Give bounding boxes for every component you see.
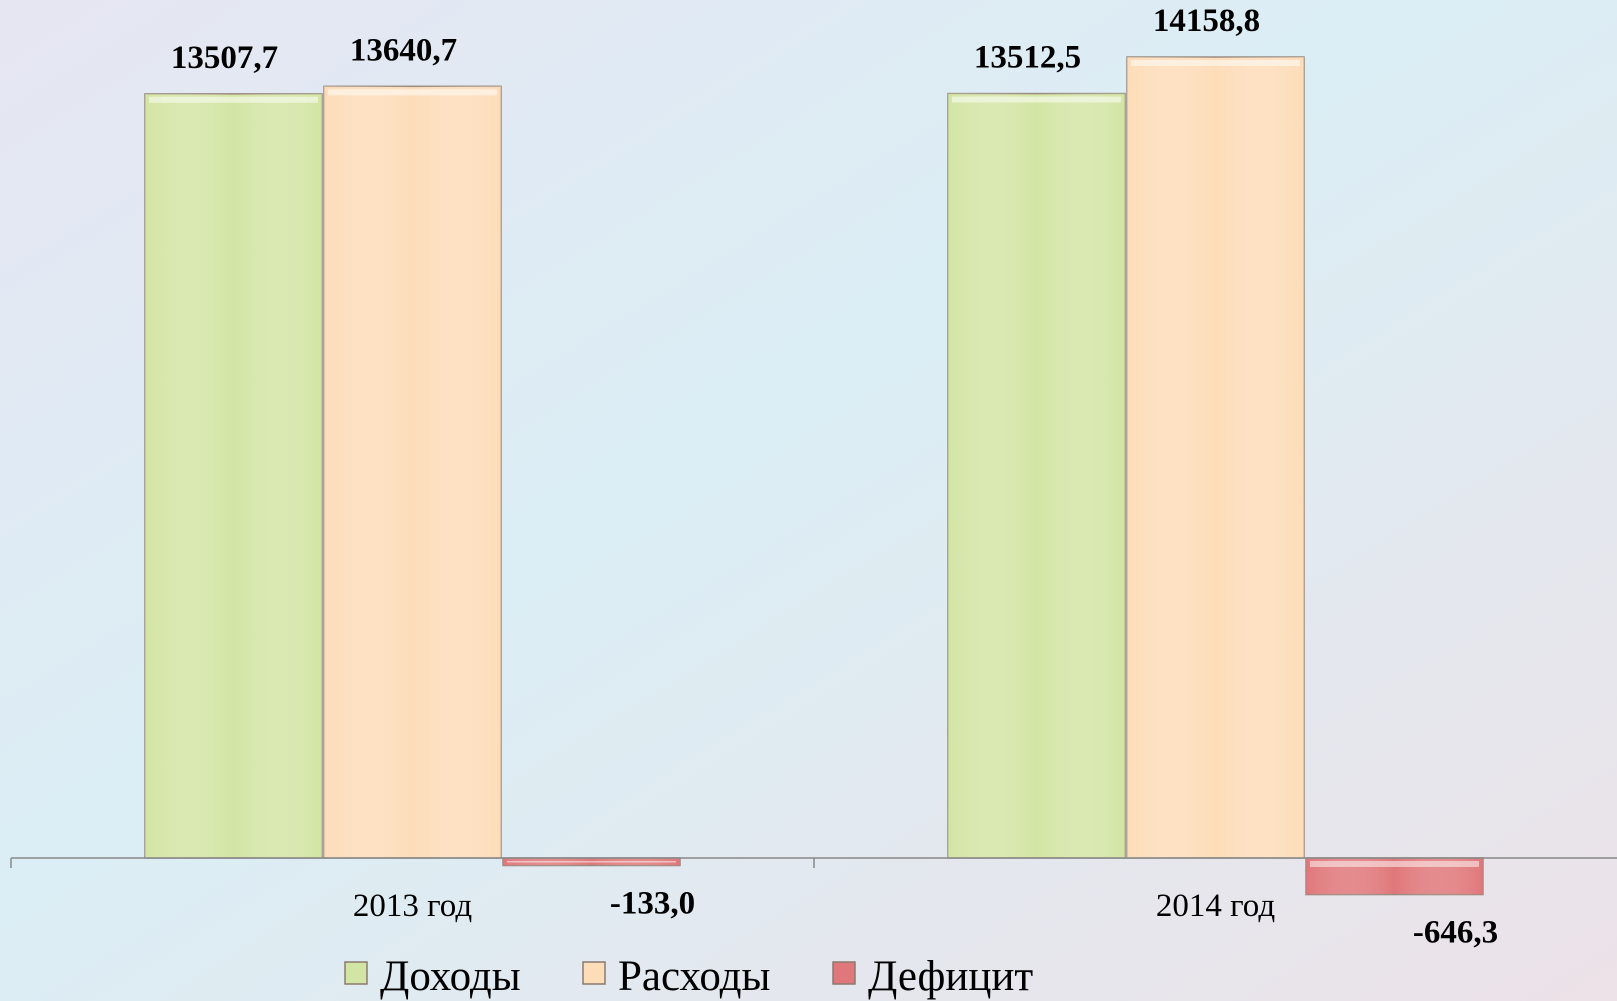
- bar-bevel: [1310, 861, 1479, 867]
- bar-bevel: [507, 861, 676, 863]
- value-label: 14158,8: [1153, 3, 1260, 39]
- bar-bevel: [1131, 60, 1300, 66]
- legend-label: Доходы: [380, 953, 521, 1000]
- value-label: 13640,7: [350, 32, 457, 68]
- bar-bevel: [328, 89, 497, 96]
- bar-bevel: [952, 96, 1121, 103]
- legend-swatch: [832, 961, 856, 985]
- legend-label: Дефицит: [868, 953, 1033, 1000]
- x-tick-label: 2014 год: [1156, 888, 1276, 924]
- value-label: -646,3: [1413, 915, 1498, 951]
- value-label: 13512,5: [974, 40, 1081, 76]
- legend-swatch: [582, 961, 606, 985]
- value-label: 13507,7: [171, 40, 278, 76]
- bar-shade: [145, 93, 322, 858]
- bar-shade: [1127, 57, 1304, 858]
- x-tick-label: 2013 год: [353, 888, 473, 924]
- legend-swatch: [344, 961, 368, 985]
- bar-shade: [948, 93, 1125, 858]
- legend-label: Расходы: [618, 953, 770, 1000]
- value-label: -133,0: [610, 886, 695, 922]
- bar-shade: [324, 86, 501, 859]
- bar-bevel: [149, 96, 318, 103]
